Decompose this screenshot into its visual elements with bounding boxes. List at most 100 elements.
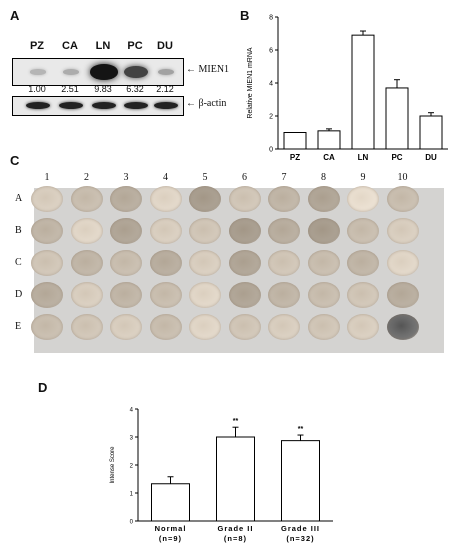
- tma-col-label-7: 7: [281, 172, 287, 183]
- tma-core-b10: [386, 218, 419, 244]
- tma-row-label-a: A: [15, 193, 23, 204]
- tma-core-c2: [70, 250, 103, 276]
- tma-core-c6: [228, 250, 261, 276]
- tma-core-b2: [70, 218, 103, 244]
- tma-core-d4: [149, 282, 182, 308]
- tma-core-d5: [189, 282, 221, 308]
- beta-actin-band-pc: [124, 102, 148, 109]
- x-tick-label: PZ: [290, 153, 300, 162]
- x-tick-label: LN: [358, 153, 369, 162]
- beta-actin-blot-strip: [12, 96, 184, 116]
- x-tick-label: PC: [391, 153, 402, 162]
- tma-core-e1: [31, 314, 63, 340]
- blot-lane-label-pz: PZ: [29, 40, 45, 52]
- tma-core-d6: [228, 282, 261, 308]
- y-tick-label: 6: [269, 48, 273, 55]
- y-tick-label: 4: [269, 81, 273, 88]
- tma-core-e8: [307, 314, 340, 340]
- tma-core-a10: [386, 186, 419, 212]
- y-tick-label: 2: [130, 464, 134, 470]
- y-axis-label: Relative MIEN1 mRNA: [247, 47, 254, 119]
- tma-row-label-b: B: [15, 225, 22, 236]
- tma-row-label-d: D: [15, 289, 23, 300]
- x-tick-label: Grade II: [218, 524, 254, 533]
- mien1-band-pz: [30, 69, 46, 75]
- panel-label-b: B: [240, 8, 250, 23]
- tma-core-b9: [347, 218, 379, 244]
- tma-col-label-5: 5: [202, 172, 208, 183]
- tma-core-d3: [110, 282, 142, 308]
- tma-row-label-e: E: [15, 321, 22, 332]
- beta-actin-arrow-label: ← β-actin: [186, 98, 227, 109]
- beta-actin-band-ca: [59, 102, 83, 109]
- y-tick-label: 8: [269, 15, 273, 22]
- beta-actin-band-ln: [92, 102, 116, 109]
- blot-value-ca: 2.51: [61, 84, 79, 94]
- tma-core-a5: [189, 186, 221, 212]
- y-tick-label: 3: [130, 436, 134, 442]
- tma-col-label-9: 9: [360, 172, 366, 183]
- tma-core-d2: [70, 282, 103, 308]
- bar-ca: [317, 130, 341, 150]
- tma-col-label-10: 10: [397, 172, 408, 183]
- blot-value-pz: 1.00: [28, 84, 46, 94]
- tma-core-a6: [228, 186, 261, 212]
- blot-value-du: 2.12: [156, 84, 174, 94]
- significance-marker: **: [233, 418, 239, 425]
- tma-core-c3: [110, 250, 142, 276]
- tma-core-d8: [307, 282, 340, 308]
- tma-core-d7: [268, 282, 300, 308]
- y-tick-label: 4: [130, 408, 134, 414]
- tma-core-b8: [307, 218, 340, 244]
- tma-core-e6: [228, 314, 261, 340]
- tma-col-label-3: 3: [123, 172, 129, 183]
- blot-lane-label-ln: LN: [95, 40, 111, 52]
- tma-core-b3: [110, 218, 142, 244]
- y-tick-label: 2: [269, 114, 273, 121]
- bar-grade-iii: [281, 440, 320, 522]
- tma-core-c10: [386, 250, 419, 276]
- tma-core-e4: [149, 314, 182, 340]
- tma-col-label-8: 8: [321, 172, 326, 183]
- tma-core-e3: [110, 314, 142, 340]
- tma-core-c1: [31, 250, 63, 276]
- tma-col-label-4: 4: [163, 172, 168, 183]
- tma-core-a7: [268, 186, 300, 212]
- significance-marker: **: [298, 426, 304, 433]
- tma-core-e5: [189, 314, 221, 340]
- mien1-band-du: [157, 68, 175, 76]
- y-tick-label: 0: [130, 520, 134, 526]
- bar-pz: [283, 132, 307, 150]
- beta-actin-band-du: [154, 102, 178, 109]
- mien1-band-ca: [62, 69, 80, 75]
- tma-col-label-6: 6: [242, 172, 247, 183]
- x-tick-label: Normal: [155, 524, 187, 533]
- tma-core-a3: [110, 186, 142, 212]
- bar-grade-ii: [216, 436, 255, 522]
- tma-core-e2: [70, 314, 103, 340]
- y-axis-label: Intense Score: [110, 446, 116, 484]
- tma-core-a2: [70, 186, 103, 212]
- panel-label-d: D: [38, 380, 48, 395]
- panel-label-c: C: [10, 153, 20, 168]
- mrna-bar-chart: 0 2 4 6 8 Relative MIEN1 mRNA PZ CA LN PC DU: [247, 15, 448, 162]
- x-tick-label: DU: [425, 153, 437, 162]
- tma-core-c8: [307, 250, 340, 276]
- y-tick-label: 0: [269, 147, 273, 154]
- tma-core-e7: [268, 314, 300, 340]
- mien1-band-pc: [124, 65, 148, 79]
- blot-lane-label-ca: CA: [62, 40, 78, 52]
- tma-core-d9: [347, 282, 379, 308]
- mien1-blot-strip: [12, 58, 184, 86]
- x-tick-label: Grade III: [281, 524, 320, 533]
- panel-label-a: A: [10, 8, 20, 23]
- tma-col-label-1: 1: [44, 172, 50, 183]
- tma-core-e9: [347, 314, 379, 340]
- bar-pc: [385, 87, 409, 150]
- x-tick-count: (n=32): [286, 534, 314, 543]
- tma-core-a9: [347, 186, 379, 212]
- tma-core-c4: [149, 250, 182, 276]
- bar-ln: [351, 34, 375, 150]
- tma-core-d1: [31, 282, 63, 308]
